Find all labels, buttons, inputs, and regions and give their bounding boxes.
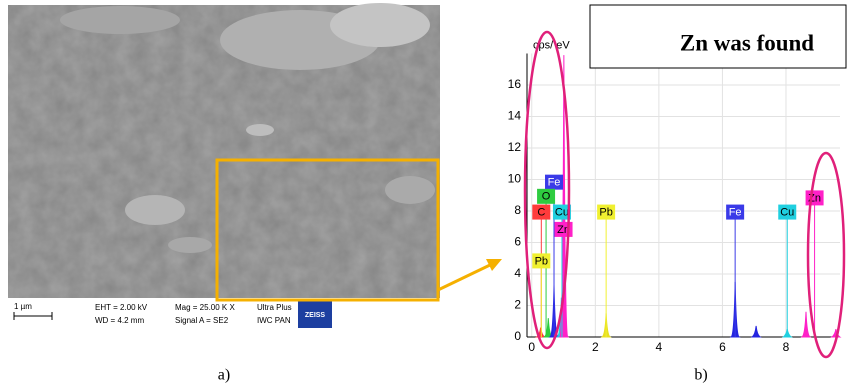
signal: Signal A = SE2 [175,316,229,325]
y-tick-label: 12 [508,140,522,154]
element-label: O [542,191,551,203]
logo: ZEISS [305,312,326,319]
element-label: Fe [548,177,561,189]
wd: WD = 4.2 mm [95,316,144,325]
y-tick-label: 10 [508,172,522,186]
lab: IWC PAN [257,316,291,325]
instrument: Ultra Plus [257,303,292,312]
x-tick-label: 0 [528,340,535,354]
x-tick-label: 8 [783,340,790,354]
element-label: Pb [535,255,548,267]
sem-image [8,3,440,298]
x-tick-label: 2 [592,340,599,354]
x-tick-label: 4 [656,340,663,354]
page: 1 µm EHT = 2.00 kV WD = 4.2 mm Mag = 25.… [0,0,856,387]
element-label: Fe [729,206,742,218]
info-bar: 1 µm EHT = 2.00 kV WD = 4.2 mm Mag = 25.… [8,298,440,330]
y-tick-label: 6 [514,235,521,249]
peak [752,326,760,337]
eht: EHT = 2.00 kV [95,303,148,312]
y-tick-label: 2 [514,298,521,312]
y-tick-label: 16 [508,77,522,91]
element-label: Pb [599,206,612,218]
y-tick-label: 4 [514,266,521,280]
y-tick-label: 14 [508,109,522,123]
mag: Mag = 25.00 K X [175,303,235,312]
scale-label: 1 µm [14,302,32,311]
arrow [438,265,490,290]
panel-label: a) [218,367,230,384]
callout: Zn was found [680,30,814,55]
panel-label: b) [694,367,707,384]
element-label: Cu [780,206,794,218]
peak [802,312,810,337]
element-label: C [537,206,545,218]
highlight-ellipse [808,153,844,357]
element-label: Cu [555,206,569,218]
y-tick-label: 0 [514,329,521,343]
figure: 1 µm EHT = 2.00 kV WD = 4.2 mm Mag = 25.… [0,0,856,387]
x-tick-label: 6 [719,340,726,354]
y-tick-label: 8 [514,203,521,217]
